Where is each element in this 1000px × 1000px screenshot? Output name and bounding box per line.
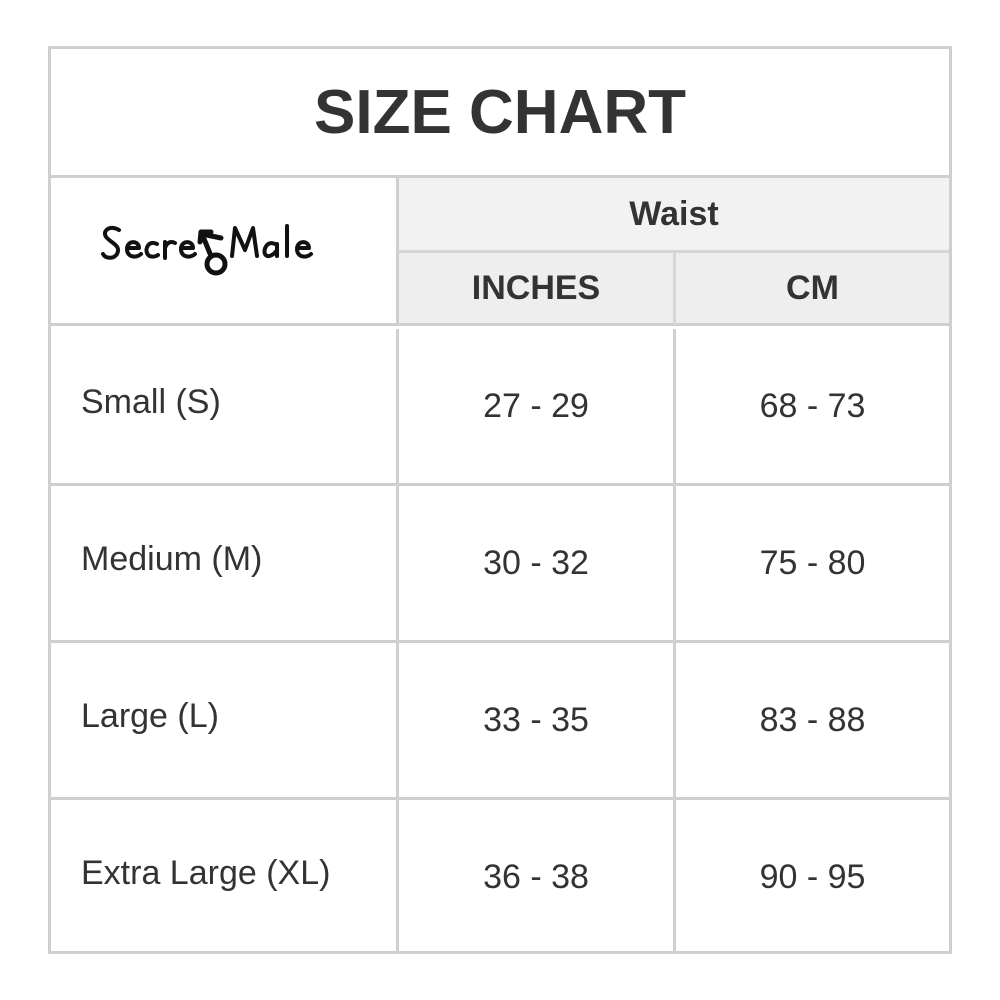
size-label: Medium (M) [51, 486, 399, 643]
inches-value: 27 - 29 [399, 329, 676, 486]
secretmale-logo-icon [100, 223, 313, 275]
inches-value: 30 - 32 [399, 486, 676, 643]
brand-logo [51, 178, 399, 326]
size-chart-table: SIZE CHART Waist INCHES CM Small (S) 27 … [48, 46, 952, 954]
waist-header: Waist [399, 178, 949, 253]
size-label: Large (L) [51, 643, 399, 800]
inches-value: 33 - 35 [399, 643, 676, 800]
cm-value: 83 - 88 [676, 643, 949, 800]
cm-value: 75 - 80 [676, 486, 949, 643]
page-title: SIZE CHART [51, 49, 949, 178]
size-label: Extra Large (XL) [51, 800, 399, 954]
cm-value: 68 - 73 [676, 329, 949, 486]
inches-header: INCHES [399, 253, 676, 326]
cm-value: 90 - 95 [759, 857, 866, 896]
cm-header: CM [676, 253, 949, 326]
size-label: Small (S) [51, 329, 399, 486]
inches-value: 36 - 38 [399, 800, 676, 954]
